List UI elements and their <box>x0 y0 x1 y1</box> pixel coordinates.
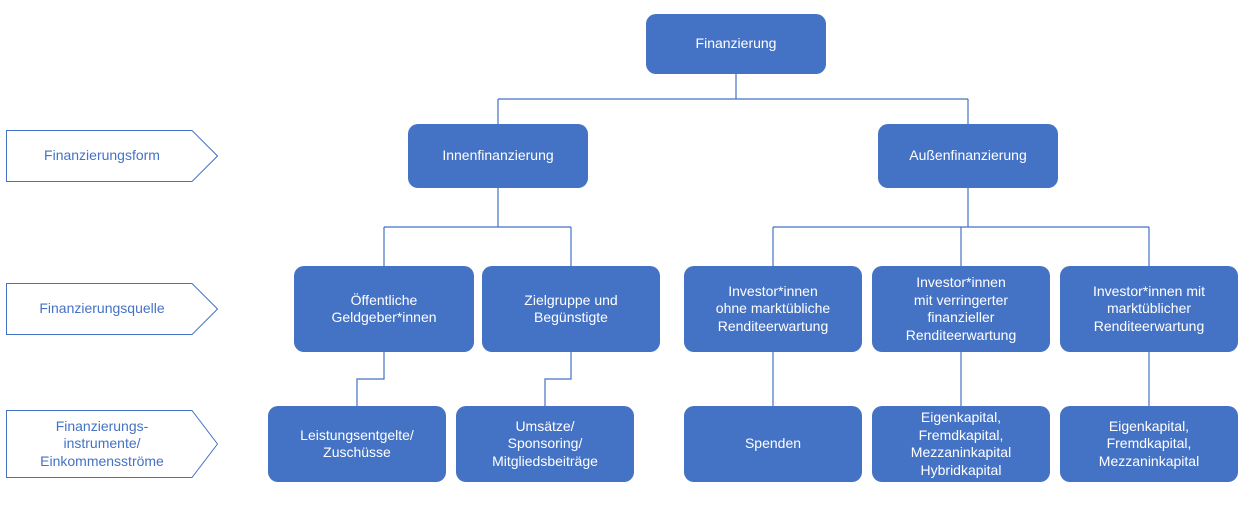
label-quelle-text: Finanzierungsquelle <box>39 300 164 318</box>
diagram-canvas: Finanzierungsform Finanzierungsquelle Fina… <box>0 0 1257 529</box>
node-spend: Spenden <box>684 406 862 482</box>
node-ziel: Zielgruppe und Begünstigte <box>482 266 660 352</box>
node-oeff: Öffentliche Geldgeber*innen <box>294 266 474 352</box>
node-root: Finanzierung <box>646 14 826 74</box>
node-inv2: Investor*innen mit verringerter finanzie… <box>872 266 1050 352</box>
node-eig2: Eigenkapital, Fremdkapital, Mezzaninkapi… <box>1060 406 1238 482</box>
label-instr-text: Finanzierungs- instrumente/ Einkommensst… <box>40 418 164 471</box>
node-ums: Umsätze/ Sponsoring/ Mitgliedsbeiträge <box>456 406 634 482</box>
node-inv3: Investor*innen mit marktüblicher Rendite… <box>1060 266 1238 352</box>
label-form: Finanzierungsform <box>6 130 218 182</box>
label-quelle: Finanzierungsquelle <box>6 283 218 335</box>
label-form-text: Finanzierungsform <box>44 147 160 165</box>
node-leist: Leistungsentgelte/ Zuschüsse <box>268 406 446 482</box>
node-innen: Innenfinanzierung <box>408 124 588 188</box>
node-inv1: Investor*innen ohne marktübliche Rendite… <box>684 266 862 352</box>
node-eig1: Eigenkapital, Fremdkapital, Mezzaninkapi… <box>872 406 1050 482</box>
label-instr: Finanzierungs- instrumente/ Einkommensst… <box>6 410 218 478</box>
node-aussen: Außenfinanzierung <box>878 124 1058 188</box>
